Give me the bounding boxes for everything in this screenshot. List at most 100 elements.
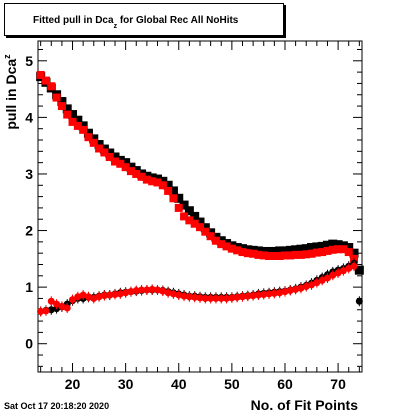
data-point — [47, 297, 55, 305]
data-point — [211, 236, 220, 245]
data-point — [201, 294, 209, 302]
data-point — [63, 304, 71, 312]
data-point — [138, 286, 146, 294]
data-point — [301, 244, 311, 254]
data-point — [121, 158, 131, 168]
y-tick-label: 4 — [25, 109, 33, 125]
data-point — [233, 246, 242, 255]
data-point — [57, 97, 67, 107]
data-point — [126, 167, 135, 176]
series-3 — [37, 261, 358, 317]
data-point — [243, 249, 252, 258]
data-point — [238, 248, 247, 257]
data-point — [260, 290, 268, 298]
y-tick-label: 3 — [25, 166, 33, 182]
data-point — [36, 70, 45, 79]
data-point — [148, 177, 157, 186]
data-point — [179, 200, 189, 210]
data-point — [318, 276, 326, 284]
data-point — [191, 293, 199, 301]
x-tick-label: 20 — [65, 376, 81, 392]
x-axis-label: No. of Fit Points — [251, 397, 359, 413]
data-point — [63, 110, 72, 119]
data-point — [185, 216, 194, 225]
data-point — [312, 248, 321, 257]
data-point — [79, 291, 87, 299]
data-point — [254, 250, 263, 259]
data-point — [334, 245, 343, 254]
data-point — [37, 307, 45, 315]
data-point — [355, 297, 363, 305]
data-point — [345, 264, 353, 272]
data-point — [180, 292, 188, 300]
data-point — [195, 217, 205, 227]
data-point — [285, 245, 295, 255]
series-2 — [37, 258, 363, 317]
data-point — [47, 306, 55, 314]
y-axis-label: pull in Dcaz — [2, 54, 19, 130]
data-point — [339, 267, 347, 275]
series-1 — [36, 70, 359, 263]
y-tick-label: 5 — [25, 53, 33, 69]
data-point — [344, 248, 353, 257]
data-point — [201, 227, 210, 236]
data-point — [280, 251, 289, 260]
data-point — [174, 193, 184, 203]
data-point — [292, 285, 300, 293]
data-point — [302, 283, 310, 291]
data-point — [233, 293, 241, 301]
data-point — [132, 169, 141, 178]
data-point — [275, 246, 285, 256]
y-tick-label: 1 — [25, 279, 33, 295]
data-point — [68, 117, 77, 126]
data-point — [269, 246, 279, 256]
data-point — [212, 294, 220, 302]
data-point — [154, 286, 162, 294]
y-tick-label: 0 — [25, 336, 33, 352]
data-point — [122, 289, 130, 297]
data-point — [307, 249, 316, 258]
data-point — [95, 144, 104, 153]
axes: 20 30 40 50 60 70 0 1 2 3 4 5 — [25, 41, 362, 392]
data-point — [333, 240, 343, 250]
data-point — [249, 292, 257, 300]
x-tick-label: 50 — [224, 376, 240, 392]
data-point — [238, 293, 246, 301]
data-point — [307, 243, 317, 253]
data-point — [302, 250, 311, 259]
data-point — [313, 279, 321, 287]
data-point — [47, 82, 56, 91]
data-point — [95, 293, 103, 301]
data-point — [127, 288, 135, 296]
y-tick-label: 2 — [25, 223, 33, 239]
x-tick-label: 70 — [330, 376, 346, 392]
data-point — [164, 289, 172, 297]
data-point — [339, 245, 348, 254]
data-point — [297, 284, 305, 292]
data-point — [323, 246, 332, 255]
x-tick-label: 40 — [171, 376, 187, 392]
plot-frame — [37, 40, 363, 373]
data-point — [270, 252, 279, 261]
data-point — [308, 281, 316, 289]
data-point — [344, 243, 354, 253]
data-point — [57, 102, 66, 111]
data-point — [100, 148, 109, 157]
data-point — [111, 290, 119, 298]
data-point — [153, 178, 162, 187]
data-point — [318, 248, 327, 257]
data-point — [222, 242, 231, 251]
timestamp: Sat Oct 17 20:18:20 2020 — [4, 401, 109, 411]
data-point — [137, 172, 146, 181]
data-point — [175, 291, 183, 299]
data-point — [41, 76, 50, 85]
data-point — [174, 203, 183, 212]
data-point — [190, 219, 199, 228]
data-point — [163, 180, 173, 190]
data-point — [228, 294, 236, 302]
data-point — [58, 302, 66, 310]
data-point — [296, 244, 306, 254]
data-point — [106, 291, 114, 299]
data-point — [121, 163, 130, 172]
x-tick-label: 60 — [277, 376, 293, 392]
